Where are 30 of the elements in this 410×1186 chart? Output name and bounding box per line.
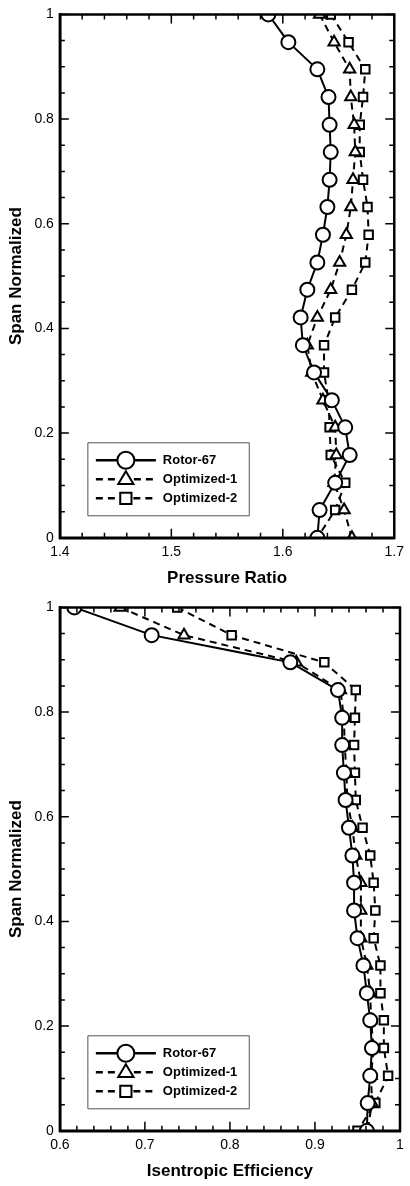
x-tick-label: 0.7 bbox=[135, 1136, 155, 1153]
legend-label: Optimized-1 bbox=[162, 1063, 238, 1079]
x-tick-label: 1.6 bbox=[273, 543, 293, 560]
x-tick-label: 1.7 bbox=[384, 543, 405, 560]
y-tick-label: 0.2 bbox=[34, 423, 55, 440]
y-tick-label: 0 bbox=[46, 528, 55, 545]
legend-label: Rotor-67 bbox=[162, 1044, 217, 1060]
x-tick-label: 0.8 bbox=[220, 1136, 240, 1153]
y-tick-label: 0.8 bbox=[34, 109, 55, 126]
y-tick-label: 0.6 bbox=[34, 807, 55, 824]
x-tick-label: 1.4 bbox=[50, 543, 70, 560]
legend-label: Optimized-2 bbox=[162, 489, 238, 505]
y-tick-label: 1 bbox=[46, 598, 55, 615]
legend-label: Optimized-1 bbox=[162, 470, 238, 486]
y-tick-label: 0.8 bbox=[34, 702, 55, 719]
legend-label: Optimized-2 bbox=[162, 1082, 238, 1098]
y-axis-title: Span Normalized bbox=[5, 207, 25, 346]
y-tick-label: 0.2 bbox=[34, 1016, 55, 1033]
x-tick-label: 1.5 bbox=[161, 543, 182, 560]
x-axis-title: Isentropic Efficiency bbox=[146, 1161, 314, 1181]
y-tick-label: 0.4 bbox=[34, 912, 55, 929]
x-tick-label: 1 bbox=[396, 1136, 405, 1153]
x-tick-label: 0.9 bbox=[305, 1136, 325, 1153]
y-tick-label: 1 bbox=[46, 5, 55, 22]
x-axis-title: Pressure Ratio bbox=[167, 568, 288, 588]
y-tick-label: 0 bbox=[46, 1121, 55, 1138]
y-tick-label: 0.6 bbox=[34, 214, 55, 231]
y-tick-label: 0.4 bbox=[34, 319, 55, 336]
y-axis-title: Span Normalized bbox=[5, 800, 25, 939]
legend-label: Rotor-67 bbox=[162, 451, 217, 467]
